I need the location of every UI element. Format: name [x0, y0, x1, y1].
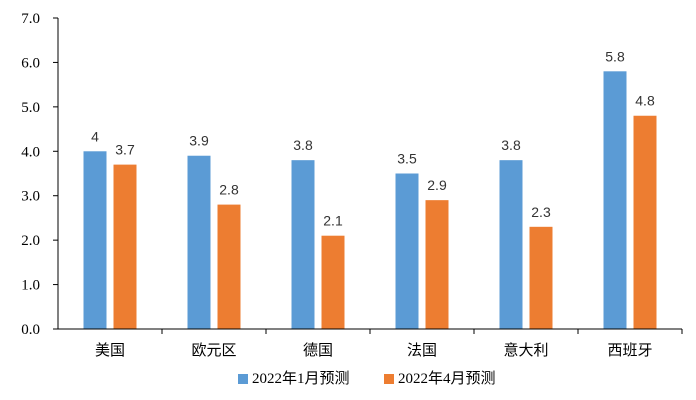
- y-tick-label: 5.0: [21, 100, 40, 116]
- bar-apr-3: [425, 200, 449, 329]
- legend-swatch: [238, 374, 248, 384]
- data-label: 4: [91, 128, 99, 144]
- bar-jan-2: [291, 160, 315, 329]
- data-label: 3.8: [293, 137, 313, 153]
- data-label: 2.1: [323, 213, 343, 229]
- data-label: 3.7: [115, 142, 135, 158]
- data-label: 5.8: [605, 48, 625, 64]
- y-tick-label: 6.0: [21, 55, 40, 71]
- data-label: 2.3: [531, 204, 551, 220]
- bar-apr-0: [113, 164, 137, 329]
- legend: 2022年1月预测 2022年4月预测: [238, 370, 496, 387]
- bar-apr-5: [633, 115, 657, 329]
- legend-swatch: [384, 374, 394, 384]
- bar-apr-1: [217, 204, 241, 329]
- data-label: 3.5: [397, 151, 417, 167]
- x-tick-label: 欧元区: [191, 341, 236, 359]
- bar-jan-3: [395, 173, 419, 329]
- bar-apr-4: [529, 226, 553, 329]
- x-tick-label: 美国: [95, 341, 125, 359]
- x-tick-label: 西班牙: [607, 341, 652, 359]
- y-tick-label: 1.0: [21, 278, 40, 294]
- legend-label: 2022年1月预测: [252, 370, 350, 387]
- y-tick-label: 0.0: [21, 322, 40, 338]
- data-label: 2.8: [219, 182, 239, 198]
- data-label: 3.8: [501, 137, 521, 153]
- x-tick-label: 法国: [407, 341, 437, 359]
- bar-jan-4: [499, 160, 523, 329]
- bar-jan-1: [187, 155, 211, 329]
- bar-jan-5: [603, 71, 627, 330]
- x-axis: 美国 欧元区 德国 法国 意大利 西班牙: [58, 328, 683, 359]
- x-tick-label: 德国: [303, 341, 333, 359]
- bars: 4 3.7 3.9 2.8 3.8 2.1 3.5 2.9 3.8 2.3 5.8 4.8: [83, 48, 657, 330]
- data-label: 3.9: [189, 133, 209, 149]
- y-tick-label: 4.0: [21, 144, 40, 160]
- data-label: 4.8: [635, 93, 655, 109]
- legend-label: 2022年4月预测: [398, 370, 496, 387]
- y-tick-label: 3.0: [21, 189, 40, 205]
- y-axis: 0.0 1.0 2.0 3.0 4.0 5.0 6.0 7.0: [21, 11, 59, 338]
- bar-jan-0: [83, 151, 107, 329]
- y-tick-label: 2.0: [21, 233, 40, 249]
- bar-apr-2: [321, 235, 345, 329]
- x-tick-label: 意大利: [503, 341, 548, 359]
- data-label: 2.9: [427, 177, 447, 193]
- y-tick-label: 7.0: [21, 11, 40, 27]
